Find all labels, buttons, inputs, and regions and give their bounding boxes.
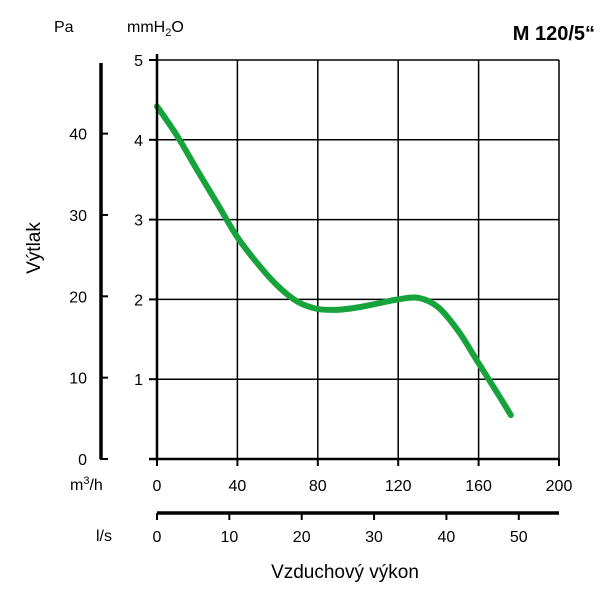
m3h-unit-label: m3/h (70, 475, 103, 494)
x-tick-label-ls: 50 (510, 529, 528, 546)
x-tick-label-ls: 20 (293, 529, 311, 546)
grid (156, 59, 560, 459)
y-tick-label-pa: 20 (69, 289, 87, 306)
y-tick-label-mmh2o: 1 (134, 372, 143, 389)
x-tick-label-m3h: 80 (309, 478, 327, 495)
x-axis-title: Vzduchový výkon (271, 562, 419, 583)
x-tick-label-ls: 40 (438, 529, 456, 546)
y-tick-label-mmh2o: 5 (134, 53, 143, 70)
mmh2o-unit-label: mmH2O (127, 19, 184, 39)
y-tick-label-mmh2o: 4 (134, 133, 143, 150)
y-tick-label-pa: 0 (78, 452, 87, 469)
x-tick-label-ls: 10 (220, 529, 238, 546)
y-tick-label-mmh2o: 2 (134, 292, 143, 309)
y-tick-label-mmh2o: 3 (134, 213, 143, 230)
x-tick-label-m3h: 200 (546, 478, 573, 495)
ls-unit-label: l/s (96, 528, 112, 545)
pa-unit-label: Pa (54, 19, 74, 36)
axes (99, 54, 560, 520)
x-tick-label-m3h: 0 (153, 478, 162, 495)
y-axis-title: Výtlak (24, 222, 45, 274)
x-tick-label-m3h: 160 (465, 478, 492, 495)
y-tick-label-pa: 30 (69, 208, 87, 225)
chart-title: M 120/5“ (513, 23, 595, 45)
series-layer (154, 103, 514, 419)
y-tick-label-pa: 40 (69, 127, 87, 144)
x-tick-label-m3h: 120 (385, 478, 412, 495)
series-line (154, 103, 514, 419)
y-tick-label-pa: 10 (69, 371, 87, 388)
x-tick-label-ls: 30 (365, 529, 383, 546)
x-tick-label-m3h: 40 (229, 478, 247, 495)
x-tick-label-ls: 0 (153, 529, 162, 546)
